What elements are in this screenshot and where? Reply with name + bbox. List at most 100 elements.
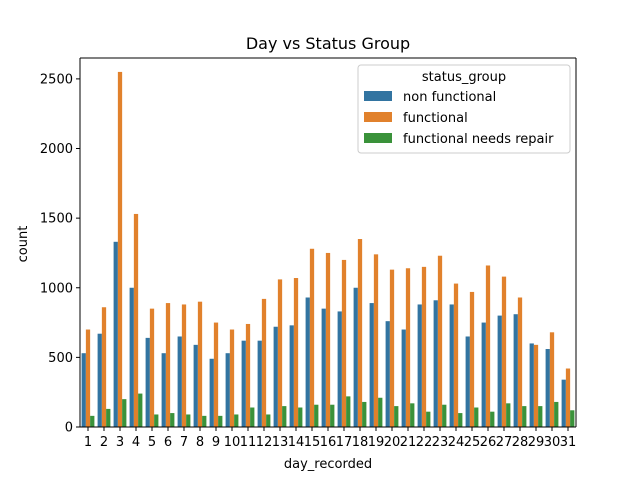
bar-non-functional-day-25 <box>465 336 470 427</box>
bar-functional-day-22 <box>421 266 427 427</box>
bar-functional-needs-repair-day-15 <box>314 404 319 427</box>
y-tick-label: 500 <box>48 351 73 366</box>
x-tick-label: 24 <box>448 435 465 450</box>
bar-functional-needs-repair-day-2 <box>106 408 111 427</box>
x-tick-label: 9 <box>212 435 220 450</box>
bar-functional-day-9 <box>213 322 219 427</box>
bar-functional-needs-repair-day-17 <box>346 396 351 427</box>
bar-functional-day-14 <box>293 278 299 427</box>
bars-layer <box>81 71 575 428</box>
bar-functional-day-7 <box>181 304 187 427</box>
bar-functional-needs-repair-day-11 <box>250 407 255 427</box>
bar-non-functional-day-10 <box>225 353 230 427</box>
x-tick-label: 30 <box>544 435 561 450</box>
legend: status_group non functional functional fun… <box>357 64 571 154</box>
bar-functional-needs-repair-day-8 <box>202 415 207 427</box>
legend-label-non-functional: non functional <box>403 90 496 105</box>
bar-functional-day-10 <box>229 329 235 427</box>
bar-non-functional-day-20 <box>385 321 390 427</box>
bar-functional-needs-repair-day-6 <box>170 413 175 427</box>
x-tick-label: 6 <box>164 435 172 450</box>
bar-non-functional-day-22 <box>417 304 422 427</box>
bar-functional-day-23 <box>437 255 443 427</box>
x-tick-label: 20 <box>384 435 401 450</box>
bar-functional-needs-repair-day-28 <box>522 406 527 427</box>
bar-functional-needs-repair-day-9 <box>218 415 223 427</box>
bar-non-functional-day-30 <box>545 349 550 427</box>
x-tick-label: 8 <box>196 435 204 450</box>
bar-functional-day-2 <box>101 307 107 427</box>
bar-non-functional-day-12 <box>257 340 262 427</box>
bar-non-functional-day-6 <box>161 353 166 427</box>
x-tick-label: 2 <box>100 435 108 450</box>
legend-swatch-functional-needs-repair <box>364 133 392 143</box>
bar-non-functional-day-14 <box>289 325 294 427</box>
x-tick-label: 16 <box>320 435 337 450</box>
bar-non-functional-day-21 <box>401 329 406 427</box>
x-tick-label: 12 <box>256 435 273 450</box>
bar-non-functional-day-8 <box>193 344 198 427</box>
x-tick-label: 15 <box>304 435 321 450</box>
x-tick-label: 10 <box>224 435 241 450</box>
bar-functional-day-24 <box>453 283 459 427</box>
x-tick-label: 22 <box>416 435 433 450</box>
x-tick-label: 7 <box>180 435 188 450</box>
bar-non-functional-day-27 <box>497 315 502 427</box>
x-tick-label: 5 <box>148 435 156 450</box>
bar-functional-needs-repair-day-31 <box>570 410 575 427</box>
bar-functional-day-31 <box>565 368 571 427</box>
bar-non-functional-day-17 <box>337 311 342 427</box>
legend-title: status_group <box>422 70 506 85</box>
bar-functional-day-12 <box>261 298 267 427</box>
bar-functional-day-27 <box>501 276 507 427</box>
bar-functional-day-29 <box>533 344 539 427</box>
y-tick-label: 2500 <box>40 72 73 87</box>
y-tick-label: 1000 <box>40 281 73 296</box>
legend-label-functional-needs-repair: functional needs repair <box>403 132 554 147</box>
legend-frame <box>357 64 571 154</box>
bar-functional-day-4 <box>133 213 139 427</box>
legend-swatch-functional <box>364 112 392 122</box>
bar-functional-day-11 <box>245 323 251 427</box>
chart-title: Day vs Status Group <box>246 34 410 53</box>
bar-non-functional-day-11 <box>241 340 246 427</box>
bar-functional-needs-repair-day-18 <box>362 401 367 427</box>
x-tick-label: 25 <box>464 435 481 450</box>
x-tick-label: 3 <box>116 435 124 450</box>
x-tick-label: 1 <box>84 435 92 450</box>
bar-functional-needs-repair-day-7 <box>186 414 191 427</box>
bar-functional-needs-repair-day-4 <box>138 393 143 427</box>
bar-functional-needs-repair-day-20 <box>394 406 399 427</box>
bar-non-functional-day-3 <box>113 241 118 427</box>
x-axis-label: day_recorded <box>284 457 372 472</box>
bar-functional-needs-repair-day-10 <box>234 414 239 427</box>
bar-functional-needs-repair-day-30 <box>554 401 559 427</box>
bar-non-functional-day-7 <box>177 336 182 427</box>
bar-functional-day-15 <box>309 248 315 427</box>
bar-non-functional-day-5 <box>145 337 150 427</box>
bar-functional-needs-repair-day-12 <box>266 414 271 427</box>
bar-functional-needs-repair-day-21 <box>410 403 415 427</box>
bar-functional-needs-repair-day-13 <box>282 406 287 427</box>
bar-non-functional-day-15 <box>305 297 310 427</box>
bar-non-functional-day-1 <box>81 353 86 427</box>
bar-non-functional-day-18 <box>353 287 358 427</box>
legend-swatch-non-functional <box>364 91 392 101</box>
x-tick-label: 21 <box>400 435 417 450</box>
bar-functional-needs-repair-day-16 <box>330 404 335 427</box>
bar-non-functional-day-16 <box>321 308 326 427</box>
x-tick-label: 11 <box>240 435 257 450</box>
bar-functional-needs-repair-day-29 <box>538 406 543 427</box>
bar-functional-needs-repair-day-5 <box>154 414 159 427</box>
bar-functional-needs-repair-day-22 <box>426 411 431 427</box>
x-tick-label: 31 <box>560 435 577 450</box>
bar-non-functional-day-31 <box>561 379 566 427</box>
bar-non-functional-day-28 <box>513 314 518 427</box>
bar-functional-needs-repair-day-24 <box>458 413 463 427</box>
bar-functional-day-28 <box>517 297 523 427</box>
bar-functional-needs-repair-day-14 <box>298 407 303 427</box>
bar-non-functional-day-13 <box>273 326 278 427</box>
bar-non-functional-day-26 <box>481 322 486 427</box>
